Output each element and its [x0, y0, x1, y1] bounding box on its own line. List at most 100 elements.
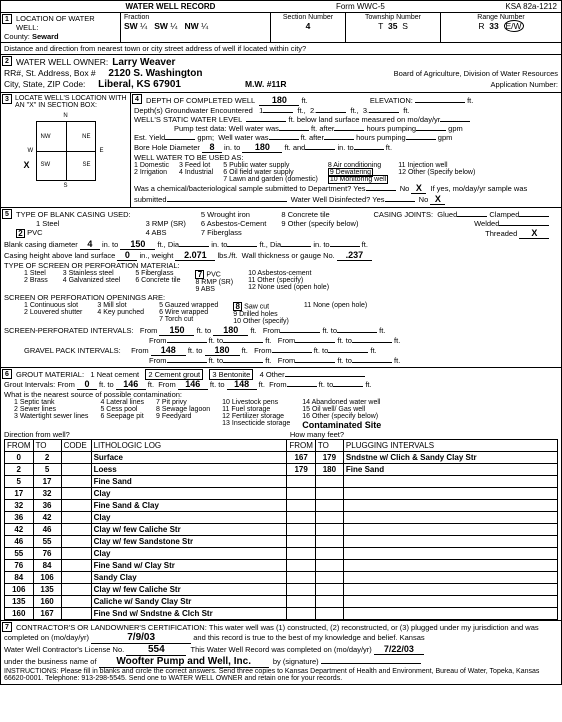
gi2-from: 146: [178, 379, 208, 390]
range-ew: E/W: [504, 20, 524, 32]
owner: Larry Weaver: [112, 57, 175, 68]
table-cell: 106: [5, 584, 34, 596]
est-yield: Est. Yield: [134, 133, 165, 142]
csz: Liberal, KS 67901: [98, 79, 181, 90]
sec5-title: TYPE OF BLANK CASING USED:: [16, 210, 131, 219]
table-cell: [315, 608, 343, 620]
table-cell: [315, 512, 343, 524]
county-label: County:: [4, 32, 30, 41]
county-val: Seward: [32, 32, 59, 41]
log-header: FROM: [287, 440, 316, 452]
gi1-from: 0: [77, 379, 97, 390]
lic-val: 554: [126, 644, 186, 656]
table-cell: 76: [5, 560, 34, 572]
table-cell: [315, 500, 343, 512]
table-cell: [287, 476, 316, 488]
table-cell: 55: [5, 548, 34, 560]
addr: 2120 S. Washington: [108, 68, 202, 79]
log-header: FROM: [5, 440, 34, 452]
source-label: What is the nearest source of possible c…: [4, 390, 558, 399]
bus-label: under the business name of: [4, 657, 97, 666]
table-cell: 17: [5, 488, 34, 500]
table-cell: Sandy Clay: [91, 572, 287, 584]
table-cell: [61, 464, 91, 476]
form-title: WATER WELL RECORD: [126, 2, 216, 11]
table-cell: [287, 596, 316, 608]
table-cell: [343, 524, 557, 536]
table-cell: Fine Sand: [91, 476, 287, 488]
range-label: Range Number: [444, 14, 558, 21]
table-cell: [315, 524, 343, 536]
table-row: 25Loess179180Fine Sand: [5, 464, 558, 476]
table-cell: Fine Sand & Clay: [91, 500, 287, 512]
section-grid: N S W E NW NE SW SE X: [36, 121, 96, 181]
table-cell: [61, 512, 91, 524]
table-cell: [61, 596, 91, 608]
sec2-num: 2: [2, 56, 12, 66]
section-val: 4: [274, 21, 342, 31]
table-cell: [287, 500, 316, 512]
section-label: Section Number: [274, 14, 342, 21]
comp-date: 7/22/03: [374, 644, 424, 655]
table-row: 7684Fine Sand w/ Clay Str: [5, 560, 558, 572]
table-row: 517Fine Sand: [5, 476, 558, 488]
table-row: 4246Clay w/ few Caliche Str: [5, 524, 558, 536]
sec1-title: LOCATION OF WATER WELL:: [16, 14, 117, 32]
spi-from: 150: [159, 325, 194, 336]
feet-label: How many feet?: [290, 430, 344, 439]
table-cell: Clay w/ few Sandstone Str: [91, 536, 287, 548]
completed-val: 7/9/03: [91, 632, 191, 644]
chem-label: Was a chemical/bacteriological sample su…: [134, 184, 366, 193]
casing-to: 150: [120, 239, 155, 250]
sec1-num: 1: [2, 14, 12, 24]
table-cell: [315, 596, 343, 608]
table-cell: 160: [5, 608, 34, 620]
table-cell: 106: [33, 572, 61, 584]
table-cell: [343, 512, 557, 524]
log-header: TO: [315, 440, 343, 452]
table-cell: 167: [287, 452, 316, 464]
board: Board of Agriculture, Division of Water …: [394, 69, 558, 78]
sec3-num: 3: [2, 94, 12, 104]
form-container: WATER WELL RECORD Form WWC-5 KSA 82a-121…: [0, 0, 562, 685]
sec3-4-row: 3 LOCATE WELL'S LOCATION WITH AN "X" IN …: [1, 93, 561, 208]
gi-label: Grout Intervals: From: [4, 380, 75, 389]
table-row: 3236Fine Sand & Clay: [5, 500, 558, 512]
table-cell: 42: [33, 512, 61, 524]
table-cell: [61, 572, 91, 584]
table-cell: 46: [5, 536, 34, 548]
table-cell: Surface: [91, 452, 287, 464]
dir-label: Direction from well?: [4, 430, 70, 439]
table-cell: [315, 560, 343, 572]
table-cell: Fine Sand w/ Clay Str: [91, 560, 287, 572]
log-header: CODE: [61, 440, 91, 452]
table-cell: [287, 572, 316, 584]
spi-to: 180: [213, 325, 248, 336]
table-cell: [287, 488, 316, 500]
table-cell: 5: [33, 464, 61, 476]
table-cell: [287, 608, 316, 620]
lic-label: Water Well Contractor's License No.: [4, 645, 124, 654]
table-cell: 17: [33, 476, 61, 488]
pvc-screen-check: 7: [195, 270, 204, 279]
table-cell: 84: [5, 572, 34, 584]
table-cell: [61, 536, 91, 548]
table-cell: [61, 560, 91, 572]
frac3: NW: [185, 21, 199, 31]
table-row: 160167Fine Snd w/ Sndstne & Clch Str: [5, 608, 558, 620]
log-header: LITHOLOGIC LOG: [91, 440, 287, 452]
fraction-label: Fraction: [124, 14, 267, 21]
table-cell: 167: [33, 608, 61, 620]
table-cell: [61, 608, 91, 620]
table-cell: 36: [33, 500, 61, 512]
table-cell: 42: [5, 524, 34, 536]
table-cell: [287, 512, 316, 524]
table-row: 4655Clay w/ few Sandstone Str: [5, 536, 558, 548]
depth-val: 180: [259, 95, 299, 106]
table-cell: [343, 500, 557, 512]
table-cell: [287, 536, 316, 548]
distance-label: Distance and direction from nearest town…: [1, 42, 561, 54]
table-row: 02Surface167179Sndstne w/ Clich & Sandy …: [5, 452, 558, 464]
table-cell: 179: [315, 452, 343, 464]
table-cell: Caliche w/ Sandy Clay Str: [91, 596, 287, 608]
